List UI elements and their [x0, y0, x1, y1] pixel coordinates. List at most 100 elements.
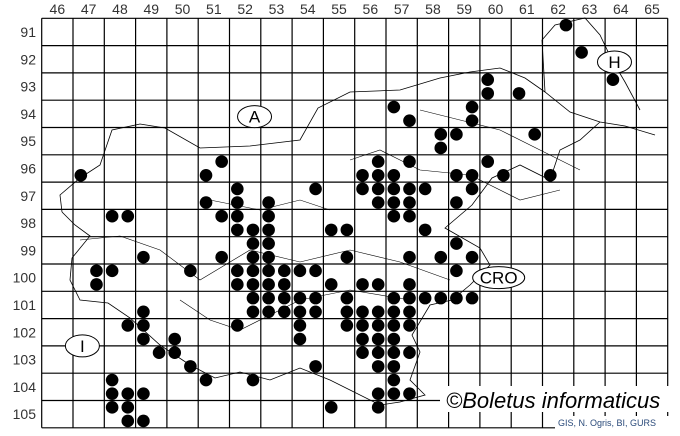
row-label: 93 [20, 79, 36, 95]
column-label: 63 [582, 1, 598, 17]
row-label: 91 [20, 24, 36, 40]
column-label: 62 [550, 1, 566, 17]
record-dot [434, 141, 448, 155]
record-dot [309, 264, 322, 278]
record-dot [403, 278, 416, 291]
record-dot [340, 223, 354, 237]
record-dot [262, 278, 275, 291]
record-dot [418, 291, 432, 305]
record-dot [309, 360, 322, 373]
record-dot [387, 305, 401, 319]
record-dot [387, 182, 401, 196]
record-dot [231, 182, 244, 196]
record-dot [246, 278, 260, 291]
record-dot [105, 373, 119, 387]
column-label: 57 [394, 1, 410, 17]
row-label: 99 [20, 242, 36, 258]
record-dot [387, 291, 401, 305]
column-label: 51 [206, 1, 222, 17]
record-dot [481, 73, 495, 87]
record-dot [340, 250, 354, 264]
record-dot [575, 46, 588, 59]
grid [41, 17, 669, 429]
record-dot [403, 209, 416, 223]
record-dot [199, 196, 213, 209]
row-label: 104 [13, 379, 37, 395]
record-dot [277, 291, 291, 305]
record-dot [450, 128, 463, 141]
record-dot [371, 387, 385, 400]
country-label-a: A [249, 108, 261, 127]
record-dot [387, 360, 401, 373]
record-dot [262, 196, 275, 209]
record-dot [246, 305, 260, 319]
record-dot [403, 196, 416, 209]
record-dot [105, 264, 119, 278]
record-dot [481, 155, 495, 168]
column-label: 55 [331, 1, 347, 17]
record-dot [137, 332, 150, 346]
record-dot [246, 264, 260, 278]
record-dot [512, 87, 526, 100]
record-dot [403, 114, 416, 127]
record-dot [137, 319, 150, 332]
row-label: 97 [20, 188, 36, 204]
record-dot [121, 401, 135, 414]
record-dot [309, 305, 322, 319]
record-dot [152, 346, 166, 360]
record-dot [356, 168, 369, 182]
record-dot [606, 73, 620, 87]
record-dot [371, 155, 385, 168]
column-label: 61 [519, 1, 535, 17]
record-dot [371, 278, 385, 291]
column-label: 56 [363, 1, 379, 17]
record-dot [465, 168, 479, 182]
record-dot [387, 209, 401, 223]
record-dot [465, 182, 479, 196]
record-dot [356, 305, 369, 319]
record-dot [105, 387, 119, 400]
record-dot [168, 332, 182, 346]
record-dot [293, 264, 307, 278]
record-dot [465, 291, 479, 305]
record-dot [262, 209, 275, 223]
record-dot [418, 223, 432, 237]
record-dot [262, 264, 275, 278]
credit-bg [555, 416, 670, 429]
record-dot [246, 291, 260, 305]
record-dot [481, 87, 495, 100]
record-dot [465, 114, 479, 127]
record-dot [90, 264, 103, 278]
record-dot [403, 346, 416, 360]
country-border [59, 17, 656, 406]
record-dot [262, 305, 275, 319]
record-dot [246, 237, 260, 250]
record-dot [262, 223, 275, 237]
record-dot [215, 209, 228, 223]
record-dot [90, 278, 103, 291]
record-dot [246, 373, 260, 387]
row-label: 94 [20, 106, 36, 122]
record-dot [387, 387, 401, 400]
record-dot [403, 250, 416, 264]
record-dot [450, 264, 463, 278]
record-dot [371, 332, 385, 346]
record-dot [105, 401, 119, 414]
column-label: 52 [237, 1, 253, 17]
record-dot [340, 291, 354, 305]
record-dot [184, 264, 197, 278]
record-dot [199, 373, 213, 387]
record-dot [74, 168, 88, 182]
record-dot [246, 250, 260, 264]
record-dot [403, 291, 416, 305]
record-dot [309, 182, 322, 196]
record-dot [231, 196, 244, 209]
record-dot [497, 168, 510, 182]
record-dot [465, 100, 479, 114]
record-dot [199, 168, 213, 182]
watermark: ©Boletus informaticus [446, 388, 660, 413]
record-dot [434, 128, 448, 141]
record-dot [168, 346, 182, 360]
row-label: 103 [13, 352, 37, 368]
record-dot [371, 182, 385, 196]
